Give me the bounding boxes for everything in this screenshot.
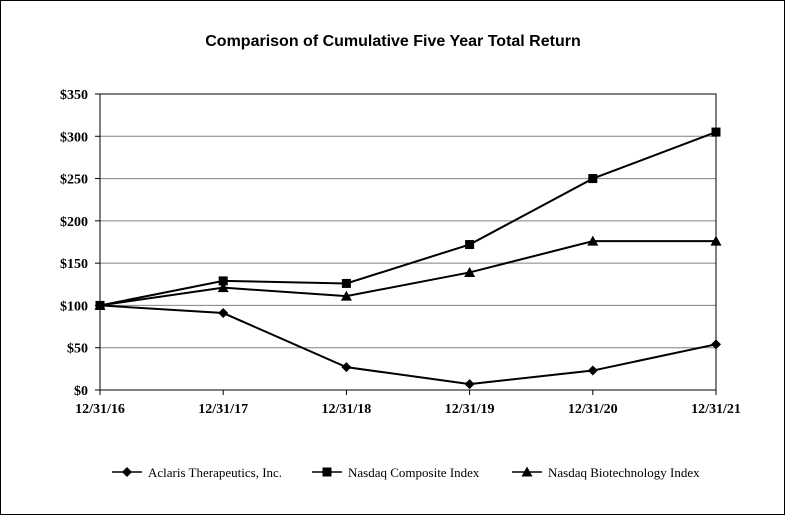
series-diamond (95, 300, 721, 390)
y-tick-label: $50 (67, 342, 88, 357)
legend-label: Nasdaq Biotechnology Index (548, 465, 700, 480)
data-point (587, 365, 598, 376)
data-point (711, 339, 721, 350)
y-tick-label: $100 (60, 299, 88, 314)
series-line (99, 131, 717, 307)
series-line (99, 240, 716, 307)
x-axis: 12/31/16 12/31/17 12/31/18 12/31/19 12/31/20… (75, 390, 741, 417)
y-tick-label: $150 (60, 257, 88, 272)
legend-item: Nasdaq Composite Index (312, 465, 480, 480)
data-point (218, 308, 229, 319)
x-tick-label: 12/31/16 (75, 402, 125, 417)
legend: Aclaris Therapeutics, Inc. Nasdaq Composi… (112, 465, 700, 480)
legend-marker (122, 467, 132, 477)
series-square (95, 127, 721, 310)
data-point (465, 240, 475, 250)
data-point (710, 235, 722, 246)
data-point (218, 276, 228, 286)
data-point (464, 379, 475, 390)
y-tick-label: $0 (74, 384, 88, 399)
y-tick-label: $300 (60, 130, 88, 145)
data-point (341, 278, 351, 288)
data-point (94, 299, 106, 310)
x-tick-label: 12/31/18 (322, 402, 372, 417)
series-triangle (94, 235, 722, 310)
series-line (99, 304, 717, 386)
legend-marker (322, 467, 332, 477)
data-point (217, 282, 229, 293)
y-tick-label: $250 (60, 173, 88, 188)
data-point (588, 174, 598, 184)
series-group (94, 127, 722, 390)
y-axis: $0 $50 $100 $150 $200 $250 $300 $350 (60, 88, 100, 399)
x-tick-label: 12/31/17 (198, 402, 248, 417)
gridlines (100, 135, 716, 349)
data-point (340, 290, 352, 301)
legend-marker (521, 466, 533, 477)
legend-label: Aclaris Therapeutics, Inc. (148, 465, 282, 480)
data-point (711, 127, 721, 137)
legend-item: Aclaris Therapeutics, Inc. (112, 465, 282, 480)
data-point (341, 362, 352, 373)
x-tick-label: 12/31/20 (568, 402, 618, 417)
data-point (587, 235, 599, 246)
y-tick-label: $200 (60, 215, 88, 230)
chart-title: Comparison of Cumulative Five Year Total… (205, 33, 580, 50)
x-tick-label: 12/31/21 (691, 402, 741, 417)
data-point (464, 266, 476, 277)
y-tick-label: $350 (60, 88, 88, 103)
x-tick-label: 12/31/19 (445, 402, 495, 417)
legend-label: Nasdaq Composite Index (348, 465, 480, 480)
legend-item: Nasdaq Biotechnology Index (512, 465, 700, 480)
